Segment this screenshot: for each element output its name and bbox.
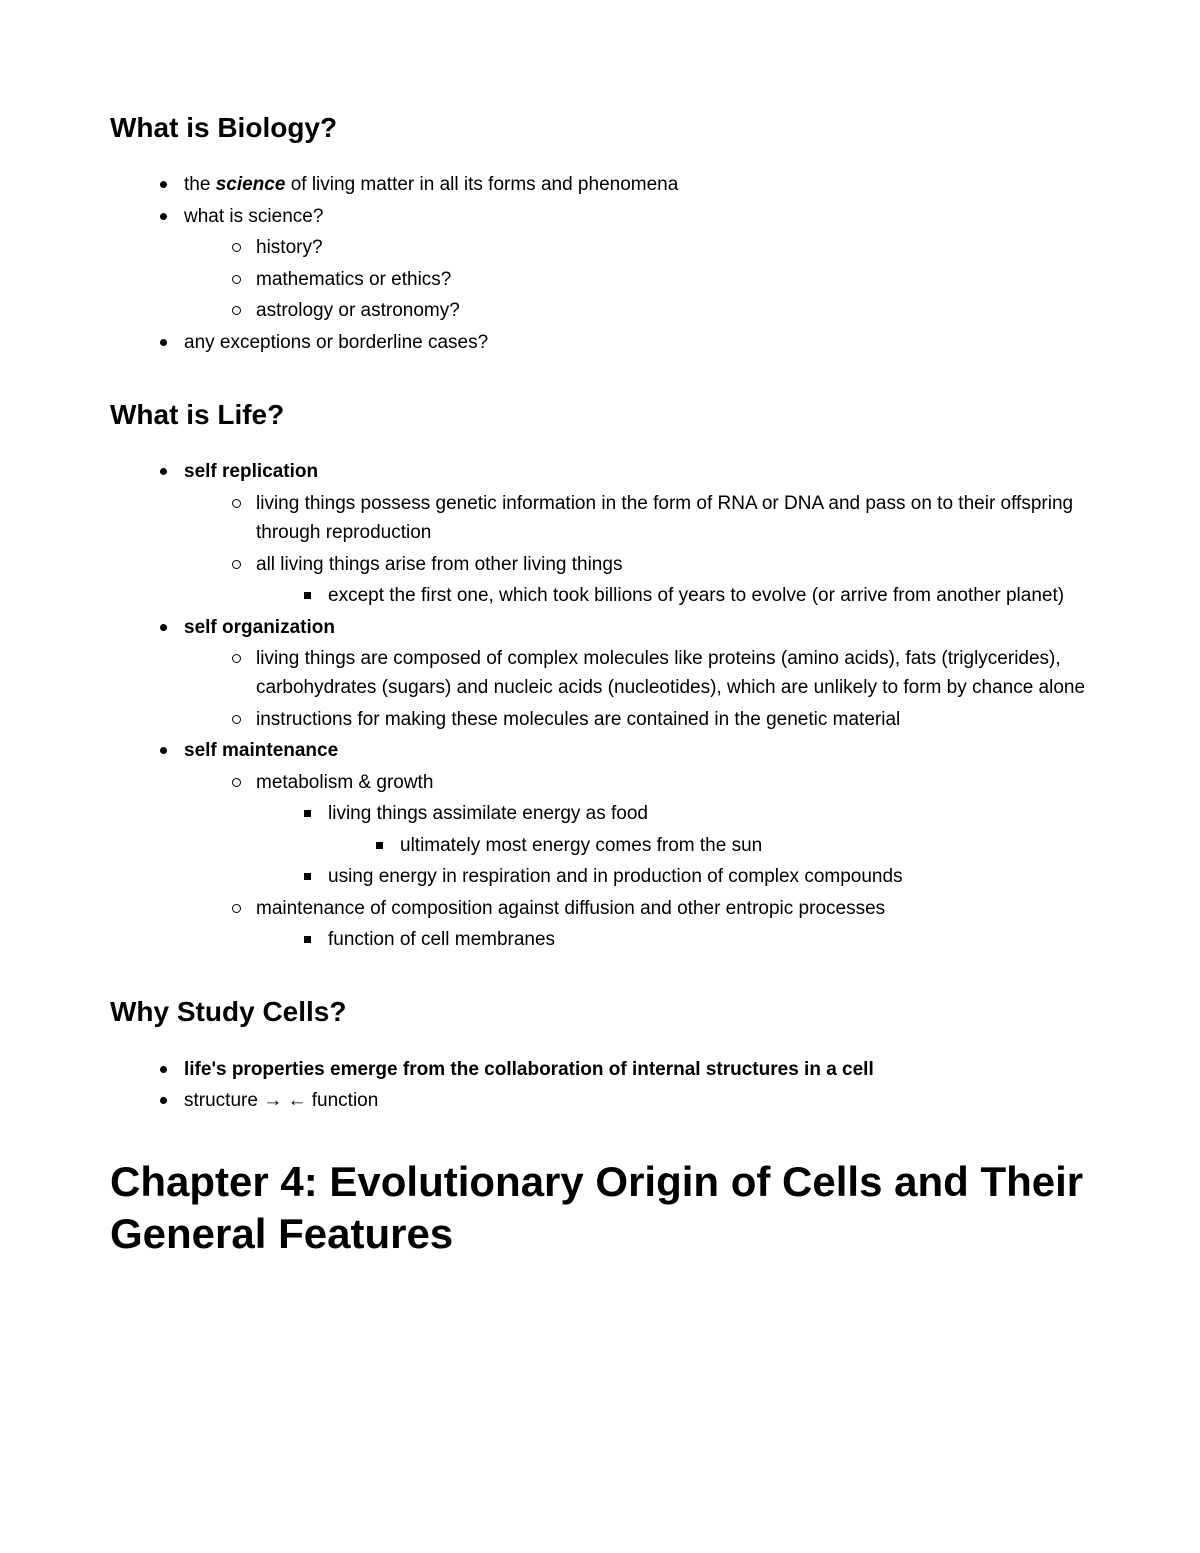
list-item: life's properties emerge from the collab… xyxy=(160,1055,1090,1084)
list-item: metabolism & growth living things assimi… xyxy=(232,768,1090,892)
text: of living matter in all its forms and ph… xyxy=(285,174,678,195)
text: living things are composed of complex mo… xyxy=(256,648,1085,698)
list-item: structure → ← function xyxy=(160,1086,1090,1115)
text: structure → ← function xyxy=(184,1090,378,1111)
text: astrology or astronomy? xyxy=(256,300,460,321)
chapter-title: Chapter 4: Evolutionary Origin of Cells … xyxy=(110,1156,1090,1261)
heading-biology: What is Biology? xyxy=(110,110,1090,146)
list-item: the science of living matter in all its … xyxy=(160,170,1090,199)
sublist: living things assimilate energy as food … xyxy=(256,799,1090,891)
sublist: living things are composed of complex mo… xyxy=(184,644,1090,734)
list-life: self replication living things possess g… xyxy=(110,457,1090,954)
list-item: living things assimilate energy as food … xyxy=(304,799,1090,860)
bold-text: self replication xyxy=(184,461,318,482)
text: living things possess genetic informatio… xyxy=(256,493,1073,543)
list-item: self organization living things are comp… xyxy=(160,613,1090,735)
text: mathematics or ethics? xyxy=(256,269,451,290)
text: function of cell membranes xyxy=(328,929,555,950)
sublist: living things possess genetic informatio… xyxy=(184,489,1090,611)
list-item: mathematics or ethics? xyxy=(232,265,1090,294)
list-item: living things possess genetic informatio… xyxy=(232,489,1090,548)
text: instructions for making these molecules … xyxy=(256,709,900,730)
list-item: except the first one, which took billion… xyxy=(304,581,1090,610)
list-item: living things are composed of complex mo… xyxy=(232,644,1090,703)
list-cells: life's properties emerge from the collab… xyxy=(110,1055,1090,1116)
bold-text: self organization xyxy=(184,617,335,638)
list-item: what is science? history? mathematics or… xyxy=(160,202,1090,326)
list-item: using energy in respiration and in produ… xyxy=(304,862,1090,891)
text: maintenance of composition against diffu… xyxy=(256,898,885,919)
bold-text: life's properties emerge from the collab… xyxy=(184,1059,874,1080)
text: history? xyxy=(256,237,323,258)
bold-italic-text: science xyxy=(216,174,286,195)
list-item: self replication living things possess g… xyxy=(160,457,1090,610)
sublist: function of cell membranes xyxy=(256,925,1090,954)
sublist: except the first one, which took billion… xyxy=(256,581,1090,610)
text: any exceptions or borderline cases? xyxy=(184,332,488,353)
list-item: all living things arise from other livin… xyxy=(232,550,1090,611)
text: ultimately most energy comes from the su… xyxy=(400,835,762,856)
document-page: What is Biology? the science of living m… xyxy=(0,0,1200,1321)
list-item: history? xyxy=(232,233,1090,262)
list-item: self maintenance metabolism & growth liv… xyxy=(160,736,1090,954)
text: except the first one, which took billion… xyxy=(328,585,1064,606)
list-item: any exceptions or borderline cases? xyxy=(160,328,1090,357)
text: using energy in respiration and in produ… xyxy=(328,866,903,887)
list-item: astrology or astronomy? xyxy=(232,296,1090,325)
list-item: ultimately most energy comes from the su… xyxy=(376,831,1090,860)
text: what is science? xyxy=(184,206,323,227)
list-item: function of cell membranes xyxy=(304,925,1090,954)
sublist: ultimately most energy comes from the su… xyxy=(328,831,1090,860)
text: the xyxy=(184,174,216,195)
text: living things assimilate energy as food xyxy=(328,803,648,824)
text: metabolism & growth xyxy=(256,772,433,793)
bold-text: self maintenance xyxy=(184,740,338,761)
text: all living things arise from other livin… xyxy=(256,554,622,575)
heading-life: What is Life? xyxy=(110,397,1090,433)
sublist: metabolism & growth living things assimi… xyxy=(184,768,1090,955)
list-biology: the science of living matter in all its … xyxy=(110,170,1090,357)
list-item: instructions for making these molecules … xyxy=(232,705,1090,734)
sublist: history? mathematics or ethics? astrolog… xyxy=(184,233,1090,325)
heading-cells: Why Study Cells? xyxy=(110,994,1090,1030)
list-item: maintenance of composition against diffu… xyxy=(232,894,1090,955)
